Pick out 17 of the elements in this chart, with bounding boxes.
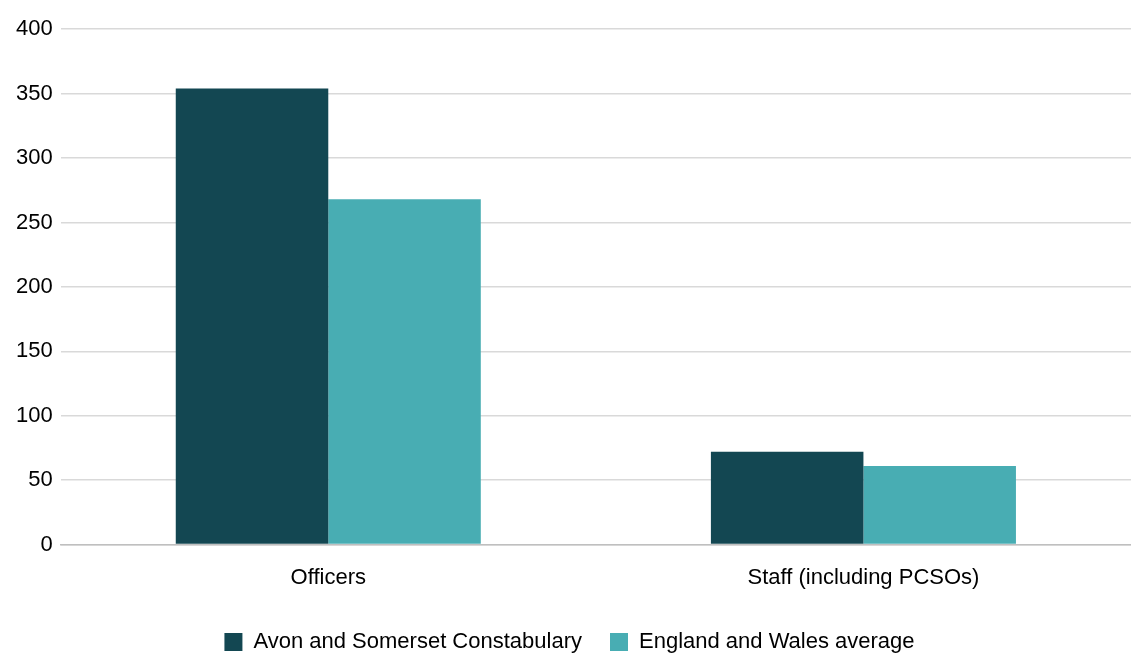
y-tick-label: 100 — [15, 401, 53, 427]
y-tick-label: 300 — [15, 144, 53, 170]
bar — [710, 451, 864, 544]
y-tick-label: 350 — [15, 79, 53, 105]
y-tick-label: 200 — [15, 272, 53, 298]
bar — [863, 466, 1016, 544]
y-tick-label: 0 — [40, 530, 53, 556]
y-tick-label: 250 — [15, 208, 53, 234]
y-tick-label: 400 — [15, 15, 53, 41]
legend-label: Avon and Somerset Constabulary — [253, 628, 582, 654]
x-tick-label: Staff (including PCSOs) — [747, 563, 980, 589]
y-tick-label: 50 — [28, 466, 53, 492]
legend-label: England and Wales average — [638, 628, 915, 654]
y-tick-label: 150 — [15, 337, 53, 363]
bar — [175, 88, 329, 544]
bar — [328, 199, 481, 544]
x-tick-label: Officers — [290, 563, 366, 589]
